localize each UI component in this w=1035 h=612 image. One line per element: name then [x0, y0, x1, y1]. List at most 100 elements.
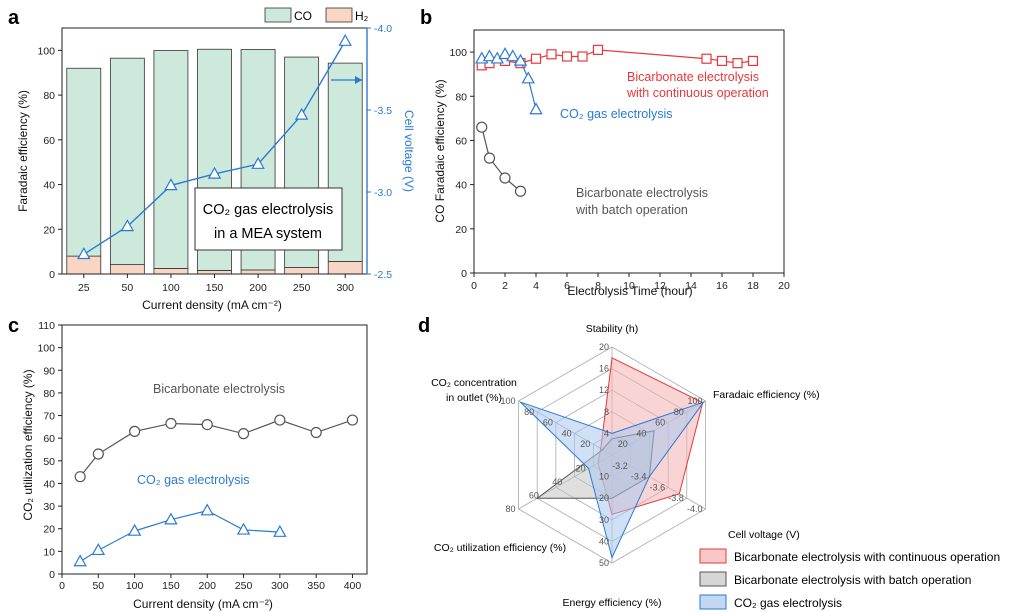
panel-letter-a: a: [8, 7, 20, 29]
y-tick-label: 20: [43, 524, 55, 536]
panel-c-frame: [61, 324, 368, 575]
legend-co2-gas-swatch: [699, 594, 727, 610]
co2-gas-point: [506, 49, 520, 62]
y-tick-label: 10: [43, 546, 55, 558]
x-tick-label: 8: [595, 280, 601, 292]
x-tick-label: 2: [502, 280, 508, 292]
radar-tick-label: 20: [599, 342, 609, 352]
legend-batch-label: Bicarbonate electrolysis with batch oper…: [734, 573, 971, 587]
radar-tick-label: -3.6: [650, 482, 666, 492]
mea-annotation-line1: CO₂ gas electrolysis: [203, 202, 334, 218]
bicarbonate-point: [129, 425, 141, 437]
y-tick-label: 60: [43, 135, 55, 147]
y-tick-label: 50: [43, 456, 55, 468]
radar-tick-label: 20: [576, 464, 586, 474]
legend-co-label: CO: [294, 9, 312, 23]
radar-axis-label: CO₂ utilization efficiency (%): [434, 542, 566, 554]
radar-tick-label: 10: [599, 472, 609, 482]
y-tick-label: 0: [49, 569, 55, 581]
x-tick-label: 10: [623, 280, 635, 292]
co2-gas-point: [127, 523, 142, 536]
y-tick-label: 20: [43, 224, 55, 236]
x-tick-label: 250: [235, 580, 253, 592]
radar-tick-label: 40: [552, 477, 562, 487]
bicarbonate-line: [79, 419, 353, 478]
voltage-point: [251, 156, 265, 169]
y-tick-label: 100: [37, 343, 55, 355]
batch-point: [476, 121, 488, 133]
voltage-point: [120, 219, 135, 232]
y-tick-label: 30: [43, 501, 55, 513]
bicarbonate-point: [92, 448, 104, 460]
radar-tick-label: 100: [687, 396, 702, 406]
radar-axis-label: Cell voltage (V): [728, 529, 800, 541]
y-tick-label: 110: [38, 320, 55, 332]
h2-bar: [197, 270, 232, 275]
x-tick-label: 25: [78, 282, 90, 294]
h2-bar: [284, 267, 320, 275]
bicarbonate-point: [274, 414, 286, 426]
radar-tick-label: 40: [636, 428, 646, 438]
radar-tick-label: 4: [604, 428, 609, 438]
radar-tick-label: 80: [674, 407, 684, 417]
y-tick-label: 40: [43, 180, 55, 192]
co-bar: [66, 67, 102, 257]
x-tick-label: 100: [162, 282, 180, 294]
panel-letter-c: c: [8, 315, 19, 337]
batch-point: [483, 152, 496, 164]
x-tick-label: 200: [249, 282, 267, 294]
radar-tick-label: 8: [604, 407, 609, 417]
x-tick-label: 300: [336, 282, 354, 294]
radar-ticks: 4812162020406080100-3.2-3.4-3.6-3.8-4.01…: [500, 342, 702, 568]
panel-b-series: [475, 44, 759, 197]
panel-b-chart: 0 2 4 6 8 10 12 14 16 18 20 0 20 40 60 80 100 Electrolys…: [433, 29, 790, 298]
y-tick-label: 40: [43, 478, 55, 490]
x-tick-label: 200: [198, 580, 216, 592]
x-tick-label: 400: [344, 580, 362, 592]
co2-gas-point: [200, 503, 214, 516]
y-tick-label: 70: [43, 411, 55, 423]
radar-tick-label: 60: [529, 491, 539, 501]
panel-a-voltage-line: [77, 33, 352, 260]
y-tick-label: 20: [455, 224, 467, 236]
y2-tick-label: -2.5: [374, 269, 392, 281]
panel-b-ylabel: CO Faradaic efficiency (%): [433, 79, 447, 222]
bicarbonate-point: [310, 426, 322, 439]
x-tick-label: 100: [126, 580, 144, 592]
bicarbonate-point: [165, 417, 177, 430]
radar-tick-label: -4.0: [687, 504, 703, 514]
continuous-point: [561, 51, 573, 62]
y2-tick-label: -4.0: [374, 23, 392, 35]
co2-gas-point: [498, 47, 512, 60]
radar-tick-label: 20: [599, 493, 609, 503]
x-tick-label: 16: [716, 280, 728, 292]
radar-tick-label: 50: [599, 558, 609, 568]
x-tick-label: 350: [307, 580, 325, 592]
h2-bar: [327, 261, 363, 275]
panel-a-xlabel: Current density (mA cm⁻²): [142, 298, 282, 312]
mea-annotation-line2: in a MEA system: [214, 226, 322, 242]
panel-c-xlabel: Current density (mA cm⁻²): [133, 597, 273, 611]
bicarbonate-point: [237, 428, 250, 440]
panel-a-chart: 25 50 100 150 200 250 300 0 20 40 60 80 100 -2.5 -3.0 -…: [16, 7, 416, 312]
x-tick-label: 20: [778, 280, 790, 292]
continuous-point: [546, 49, 557, 60]
radar-tick-label: 60: [655, 418, 665, 428]
legend-h2-swatch: [325, 7, 353, 23]
panel-c-ylabel: CO₂ utilization efficiency (%): [21, 369, 35, 520]
radar-tick-label: 30: [599, 515, 609, 525]
x-tick-label: 0: [59, 580, 65, 592]
x-tick-label: 150: [206, 282, 224, 294]
legend-continuous-swatch: [699, 548, 727, 564]
label-bicarbonate-c: Bicarbonate electrolysis: [153, 382, 285, 396]
radar-tick-label: 80: [505, 504, 515, 514]
y-tick-label: 60: [43, 433, 55, 445]
x-tick-label: 50: [92, 580, 104, 592]
panel-letter-b: b: [420, 7, 432, 29]
panel-c-chart: 0 50 100 150 200 250 300 350 400 0 10 20 30 40 50 60 70 8…: [21, 320, 368, 611]
label-batch-1: Bicarbonate electrolysis: [576, 186, 708, 200]
panel-b-axes: 0 2 4 6 8 10 12 14 16 18 20 0 20 40 60 80 100: [449, 29, 790, 292]
voltage-point: [294, 107, 309, 120]
voltage-point: [338, 33, 352, 46]
